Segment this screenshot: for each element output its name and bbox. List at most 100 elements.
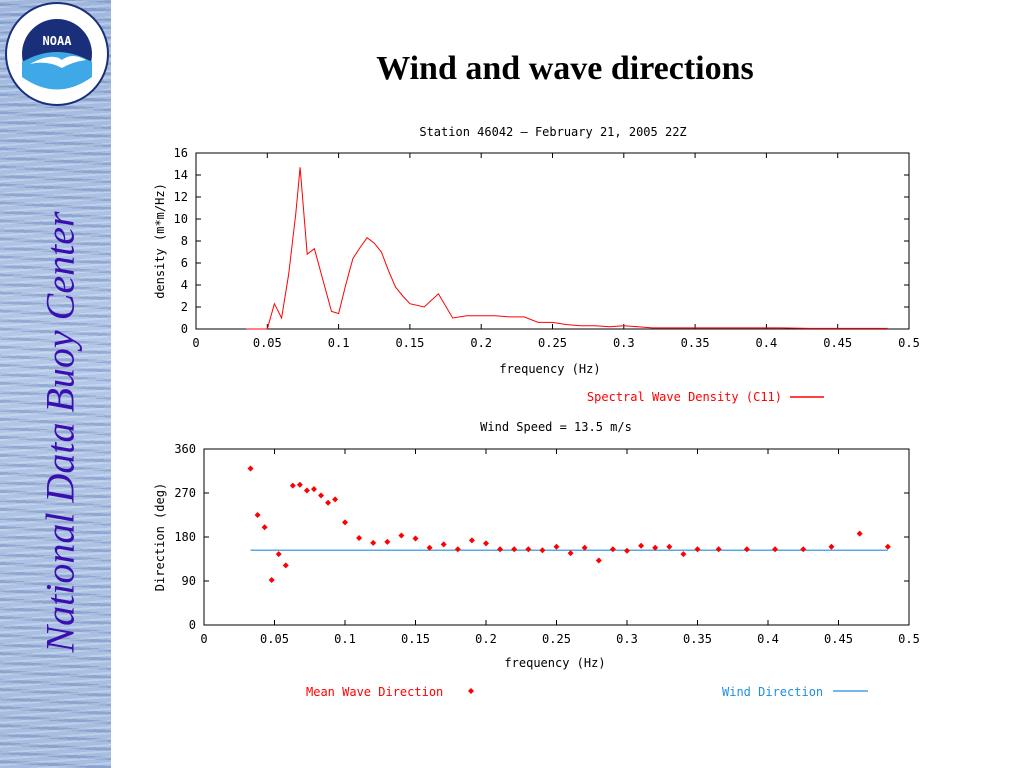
direction-x-axis-label: frequency (Hz) [504, 656, 605, 670]
wind-direction-legend-label: Wind Direction [722, 685, 823, 699]
wave-direction-point [454, 546, 461, 553]
density-y-tick-label: 10 [174, 212, 188, 226]
density-x-axis-label: frequency (Hz) [499, 362, 600, 376]
wave-direction-point [296, 481, 303, 488]
direction-plot-frame [203, 448, 910, 626]
density-x-tick-label: 0.4 [756, 336, 778, 350]
wave-direction-point [638, 542, 645, 549]
density-x-tick-label: 0.1 [328, 336, 350, 350]
wave-direction-point [497, 546, 504, 553]
wave-direction-point [247, 465, 254, 472]
direction-y-tick-label: 180 [174, 530, 196, 544]
density-legend-label: Spectral Wave Density (C11) [587, 390, 782, 404]
wave-direction-point [609, 546, 616, 553]
wave-direction-point [581, 544, 588, 551]
density-x-tick-label: 0.05 [253, 336, 282, 350]
direction-x-tick-label: 0.1 [334, 632, 356, 646]
direction-x-tick-label: 0.4 [757, 632, 779, 646]
direction-x-tick-label: 0.5 [898, 632, 920, 646]
direction-x-tick-label: 0.05 [260, 632, 289, 646]
wave-direction-point [370, 539, 377, 546]
sidebar-background: NOAA National Data Buoy Center [0, 0, 111, 768]
density-x-tick-label: 0.25 [538, 336, 567, 350]
density-series-line [245, 167, 888, 330]
wave-direction-point [856, 530, 863, 537]
wave-direction-point [884, 543, 891, 550]
direction-x-tick-label: 0.2 [475, 632, 497, 646]
wave-direction-point [828, 543, 835, 550]
wave-direction-legend-label: Mean Wave Direction [306, 685, 443, 699]
direction-y-tick-label: 0 [189, 618, 196, 632]
wave-direction-point [511, 546, 518, 553]
wave-direction-point [318, 492, 325, 499]
direction-y-tick-label: 360 [174, 442, 196, 456]
wave-direction-point [468, 537, 475, 544]
wave-direction-point [539, 547, 546, 554]
density-y-axis-label: density (m*m/Hz) [153, 183, 167, 299]
wave-direction-point [426, 544, 433, 551]
wave-direction-point [715, 546, 722, 553]
wave-direction-point [356, 534, 363, 541]
logo-text: NOAA [43, 34, 73, 48]
direction-chart: Wind Speed = 13.5 m/s 0 0.05 0.1 0.15 0.2 0.2… [153, 420, 920, 699]
wave-direction-point [595, 557, 602, 564]
direction-y-tick-label: 90 [182, 574, 196, 588]
wave-direction-point [398, 532, 405, 539]
density-y-tick-label: 4 [181, 278, 188, 292]
wave-direction-point [325, 499, 332, 506]
wave-direction-point [694, 546, 701, 553]
direction-x-tick-label: 0.3 [616, 632, 638, 646]
density-plot-frame [195, 152, 910, 330]
direction-chart-title: Wind Speed = 13.5 m/s [480, 420, 632, 434]
wave-direction-point [282, 562, 289, 569]
wave-direction-point [254, 512, 261, 518]
direction-y-tick-label: 270 [174, 486, 196, 500]
density-y-tick-label: 2 [181, 300, 188, 314]
density-y-tick-label: 14 [174, 168, 188, 182]
wave-direction-point [567, 550, 574, 557]
slide-title: Wind and wave directions [376, 50, 754, 87]
direction-y-axis-label: Direction (deg) [153, 483, 167, 591]
wave-direction-point [772, 546, 779, 553]
density-y-tick-label: 12 [174, 190, 188, 204]
density-x-tick-label: 0.3 [613, 336, 635, 350]
wave-direction-point [289, 482, 296, 489]
noaa-logo: NOAA [5, 2, 109, 106]
density-x-tick-label: 0.2 [470, 336, 492, 350]
direction-x-tick-label: 0.25 [542, 632, 571, 646]
wave-direction-point [800, 546, 807, 553]
wave-direction-point [303, 487, 310, 494]
direction-x-tick-label: 0.35 [683, 632, 712, 646]
wave-direction-point [332, 496, 339, 503]
density-x-tick-label: 0.5 [898, 336, 920, 350]
wave-direction-point [680, 551, 687, 558]
wave-direction-point [268, 577, 275, 584]
wave-direction-point [743, 546, 750, 553]
density-y-tick-label: 0 [181, 322, 188, 336]
density-chart-title: Station 46042 – February 21, 2005 22Z [419, 125, 686, 139]
wave-direction-point [483, 540, 489, 547]
direction-x-tick-label: 0.45 [824, 632, 853, 646]
wave-direction-point [440, 541, 447, 548]
wave-direction-legend-marker [468, 688, 474, 694]
wave-direction-point [652, 544, 659, 551]
density-x-tick-label: 0.35 [681, 336, 710, 350]
wave-direction-point [412, 535, 419, 542]
sidebar-title: National Data Buoy Center [37, 211, 83, 653]
wave-direction-point [310, 486, 317, 493]
wave-direction-point [261, 524, 268, 531]
wave-direction-point [666, 543, 673, 550]
wave-direction-point [275, 551, 282, 558]
density-x-tick-label: 0.45 [823, 336, 852, 350]
direction-x-tick-label: 0.15 [401, 632, 430, 646]
wave-direction-point [384, 538, 391, 545]
wave-direction-point [525, 546, 532, 553]
wave-direction-point [342, 519, 348, 526]
density-x-tick-label: 0.15 [395, 336, 424, 350]
wave-direction-point [624, 547, 630, 554]
density-x-tick-label: 0 [192, 336, 199, 350]
density-y-tick-label: 6 [181, 256, 188, 270]
density-y-tick-label: 16 [174, 146, 188, 160]
